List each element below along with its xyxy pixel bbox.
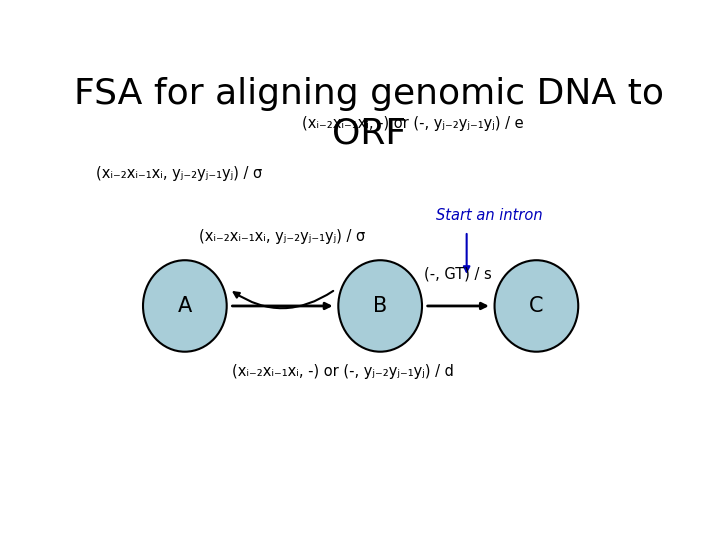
Text: (xᵢ₋₂xᵢ₋₁xᵢ, -) or (-, yⱼ₋₂yⱼ₋₁yⱼ) / e: (xᵢ₋₂xᵢ₋₁xᵢ, -) or (-, yⱼ₋₂yⱼ₋₁yⱼ) / e (302, 116, 523, 131)
Text: B: B (373, 296, 387, 316)
Text: FSA for aligning genomic DNA to
ORF: FSA for aligning genomic DNA to ORF (74, 77, 664, 151)
Text: C: C (529, 296, 544, 316)
Ellipse shape (143, 260, 227, 352)
Ellipse shape (338, 260, 422, 352)
Text: A: A (178, 296, 192, 316)
Text: (-, GT) / s: (-, GT) / s (424, 266, 492, 281)
Text: (xᵢ₋₂xᵢ₋₁xᵢ, yⱼ₋₂yⱼ₋₁yⱼ) / σ: (xᵢ₋₂xᵢ₋₁xᵢ, yⱼ₋₂yⱼ₋₁yⱼ) / σ (199, 228, 366, 244)
Text: (xᵢ₋₂xᵢ₋₁xᵢ, yⱼ₋₂yⱼ₋₁yⱼ) / σ: (xᵢ₋₂xᵢ₋₁xᵢ, yⱼ₋₂yⱼ₋₁yⱼ) / σ (96, 166, 262, 181)
Text: (xᵢ₋₂xᵢ₋₁xᵢ, -) or (-, yⱼ₋₂yⱼ₋₁yⱼ) / d: (xᵢ₋₂xᵢ₋₁xᵢ, -) or (-, yⱼ₋₂yⱼ₋₁yⱼ) / d (233, 364, 454, 379)
Text: Start an intron: Start an intron (436, 208, 543, 223)
Ellipse shape (495, 260, 578, 352)
